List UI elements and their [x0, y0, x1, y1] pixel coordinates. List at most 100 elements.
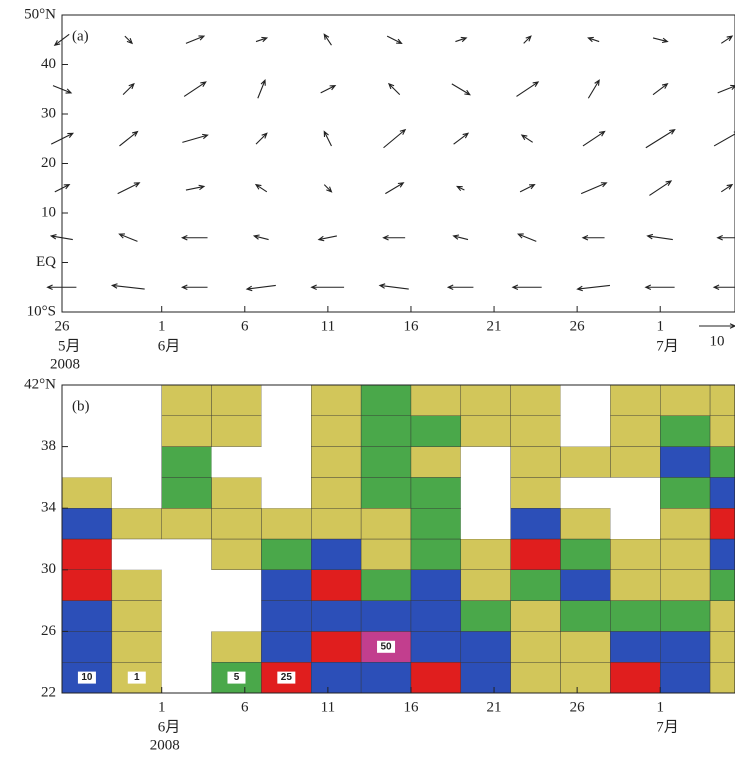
wind-vector — [323, 33, 332, 46]
precip-cell — [460, 631, 511, 663]
wind-vector — [252, 234, 269, 241]
precip-cell — [311, 569, 362, 601]
precip-cell — [62, 385, 112, 416]
precip-cell — [460, 662, 511, 694]
wind-vector — [185, 184, 206, 191]
precip-cell — [211, 477, 262, 509]
precip-cell — [660, 662, 711, 694]
month-label: 7月 — [656, 338, 679, 354]
precip-cell — [111, 600, 162, 632]
precip-cell — [360, 508, 412, 540]
wind-vector — [580, 182, 608, 195]
y-tick-label: 10°S — [27, 303, 56, 319]
precip-cell — [560, 446, 611, 478]
wind-vector — [310, 284, 345, 291]
precip-cell — [460, 538, 511, 570]
precip-cell — [510, 631, 561, 663]
precip-cell — [610, 600, 661, 632]
wind-vector — [717, 84, 735, 94]
wind-vector — [183, 81, 207, 97]
precip-cell — [510, 600, 561, 632]
precip-cell — [111, 446, 162, 478]
precip-cell — [660, 384, 711, 416]
wind-vector — [523, 35, 532, 44]
precip-cell — [61, 477, 113, 509]
reference-vector — [699, 323, 735, 329]
precip-cell — [111, 477, 162, 509]
precip-cell — [510, 508, 561, 540]
wind-vector — [185, 35, 206, 44]
precip-cell — [709, 600, 735, 632]
y-tick-label: 38 — [41, 438, 56, 454]
precip-cell — [560, 538, 611, 570]
precip-cell — [410, 662, 462, 694]
precip-cell — [460, 446, 511, 478]
wind-vector — [520, 134, 533, 143]
wind-vector — [652, 83, 669, 96]
precip-cell — [360, 415, 412, 447]
wind-vector — [245, 284, 276, 292]
precip-cell — [61, 508, 113, 540]
precip-cell — [610, 508, 661, 539]
precip-cell — [111, 415, 162, 447]
wind-vector — [582, 130, 606, 147]
wind-vector — [519, 184, 536, 193]
x-tick-label: 16 — [403, 699, 419, 715]
x-tick-label: 11 — [321, 699, 335, 715]
month-label: 7月 — [656, 719, 679, 735]
precip-cell — [61, 538, 113, 570]
x-tick-label: 21 — [487, 318, 502, 334]
precip-cell — [360, 446, 412, 478]
precip-cell — [111, 508, 162, 540]
precip-cell — [709, 569, 735, 601]
year-label: 2008 — [50, 356, 80, 372]
precip-cell — [410, 415, 462, 447]
precip-cell — [610, 662, 661, 694]
x-tick-label: 11 — [321, 318, 335, 334]
plot-frame — [61, 14, 735, 313]
x-tick-label: 1 — [158, 699, 166, 715]
precip-cell — [660, 446, 711, 478]
level-label-bg — [227, 671, 246, 684]
precip-cell — [360, 477, 412, 509]
precip-cell — [610, 631, 661, 663]
precip-cell — [610, 446, 661, 478]
x-tick-label: 6 — [241, 699, 249, 715]
wind-vector — [255, 36, 269, 43]
precip-cell — [660, 477, 711, 509]
wind-vector — [378, 283, 409, 290]
wind-vector — [124, 35, 134, 45]
precip-cell — [211, 600, 262, 632]
precip-cell — [660, 569, 711, 601]
precip-cell — [560, 415, 611, 447]
precip-cell — [311, 415, 362, 447]
wind-vector — [452, 234, 469, 241]
precip-cell — [111, 569, 162, 601]
precip-cell — [161, 384, 212, 416]
x-tick-label: 26 — [570, 318, 586, 334]
precip-cell — [460, 384, 511, 416]
precip-cell — [311, 384, 362, 416]
precip-cell — [709, 662, 735, 694]
precip-cell — [410, 600, 462, 632]
precip-cell — [709, 415, 735, 447]
wind-vector — [387, 82, 401, 96]
precip-cell — [62, 446, 112, 478]
precip-cell — [311, 631, 362, 663]
level-label: 5 — [234, 672, 240, 683]
wind-vector — [712, 284, 735, 291]
precip-cell — [62, 415, 112, 447]
precip-cell — [161, 446, 212, 478]
precip-cell — [311, 538, 362, 570]
precip-cell — [161, 631, 212, 663]
wind-vector — [383, 128, 407, 149]
wind-vector — [119, 130, 139, 147]
precip-cell — [510, 569, 561, 601]
precip-cell — [709, 446, 735, 478]
wind-vector — [516, 81, 540, 97]
precip-cell — [261, 508, 312, 540]
x-tick-label: 1 — [656, 318, 664, 334]
wind-vector — [649, 180, 673, 196]
wind-vector — [576, 284, 611, 292]
